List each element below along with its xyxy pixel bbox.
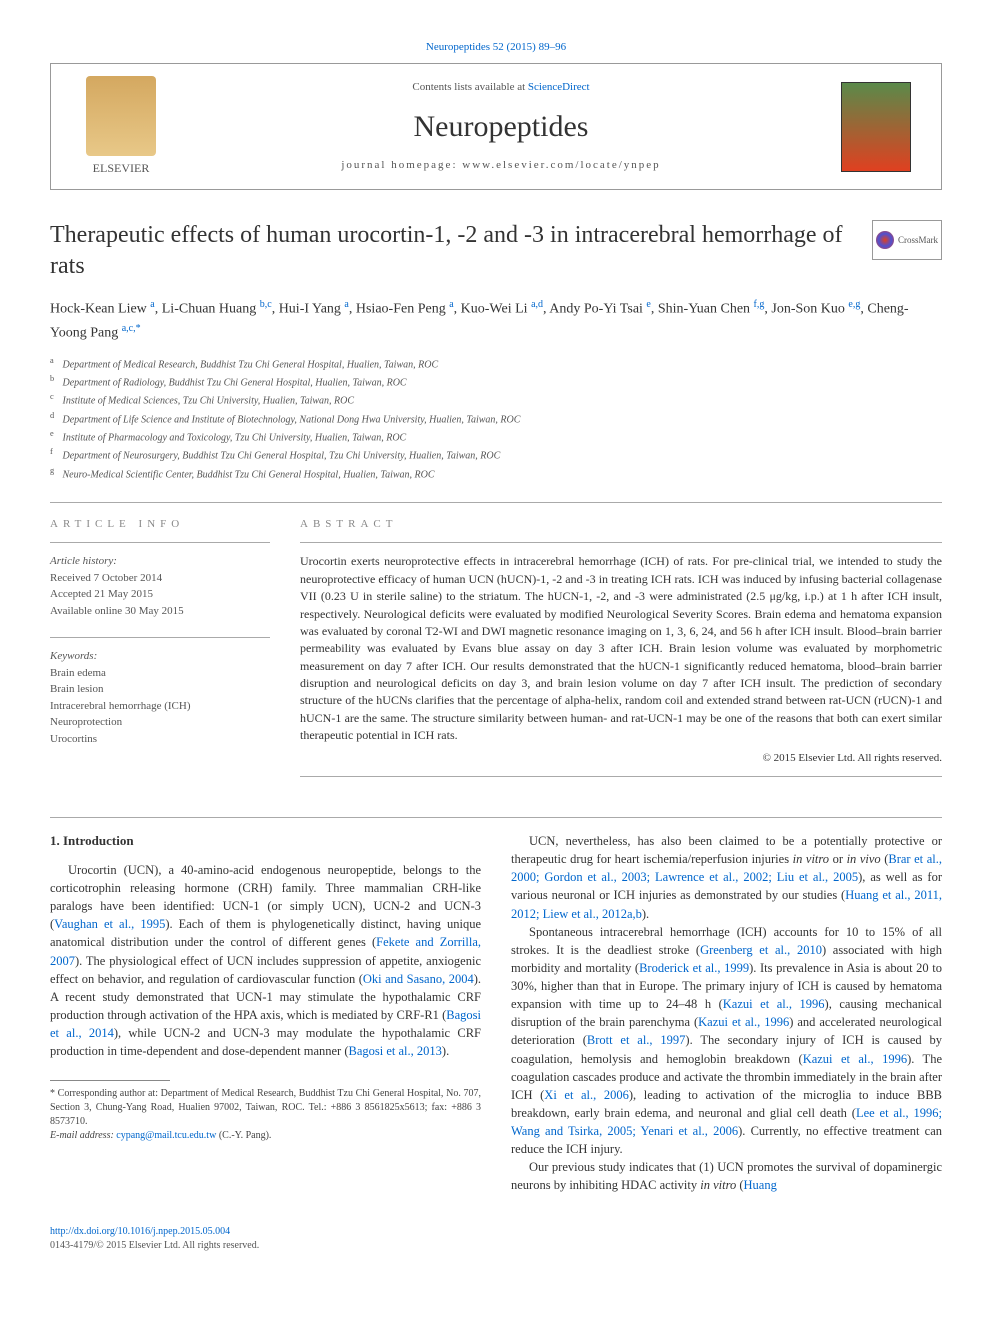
keywords-label: Keywords: [50, 648, 270, 665]
body-paragraph: Our previous study indicates that (1) UC… [511, 1158, 942, 1194]
affiliation-item: d Department of Life Science and Institu… [50, 410, 942, 427]
homepage-line: journal homepage: www.elsevier.com/locat… [171, 158, 831, 173]
body-paragraph: UCN, nevertheless, has also been claimed… [511, 832, 942, 923]
elsevier-tree-logo [86, 76, 156, 156]
keywords-list: Brain edemaBrain lesionIntracerebral hem… [50, 665, 270, 748]
affiliation-item: g Neuro-Medical Scientific Center, Buddh… [50, 465, 942, 482]
info-divider-1 [50, 542, 270, 543]
body-divider [50, 817, 942, 818]
affiliation-list: a Department of Medical Research, Buddhi… [50, 355, 942, 482]
corresponding-author-footnote: * Corresponding author at: Department of… [50, 1087, 481, 1143]
footnote-corr: * Corresponding author at: Department of… [50, 1087, 481, 1129]
author-list: Hock-Kean Liew a, Li-Chuan Huang b,c, Hu… [50, 297, 942, 345]
cover-block [831, 82, 921, 172]
doi-link[interactable]: http://dx.doi.org/10.1016/j.npep.2015.05… [50, 1226, 230, 1237]
body-paragraph: Urocortin (UCN), a 40-amino-acid endogen… [50, 861, 481, 1060]
keyword-item: Brain lesion [50, 681, 270, 698]
affiliation-item: e Institute of Pharmacology and Toxicolo… [50, 428, 942, 445]
crossmark-icon [876, 231, 894, 249]
citation-link[interactable]: Neuropeptides 52 (2015) 89–96 [426, 41, 566, 53]
keyword-item: Brain edema [50, 665, 270, 682]
article-title: Therapeutic effects of human urocortin-1… [50, 220, 872, 282]
page-container: Neuropeptides 52 (2015) 89–96 ELSEVIER C… [0, 0, 992, 1293]
history-accepted: Accepted 21 May 2015 [50, 586, 270, 603]
keyword-item: Neuroprotection [50, 714, 270, 731]
history-received: Received 7 October 2014 [50, 570, 270, 587]
info-abstract-row: ARTICLE INFO Article history: Received 7… [50, 517, 942, 787]
journal-center: Contents lists available at ScienceDirec… [171, 80, 831, 173]
keyword-item: Intracerebral hemorrhage (ICH) [50, 698, 270, 715]
journal-name: Neuropeptides [171, 106, 831, 148]
contents-line: Contents lists available at ScienceDirec… [171, 80, 831, 95]
left-column: 1. Introduction Urocortin (UCN), a 40-am… [50, 832, 481, 1195]
history-online: Available online 30 May 2015 [50, 603, 270, 620]
divider [50, 502, 942, 503]
body-paragraph: Spontaneous intracerebral hemorrhage (IC… [511, 923, 942, 1159]
abstract-column: ABSTRACT Urocortin exerts neuroprotectiv… [300, 517, 942, 787]
homepage-url: www.elsevier.com/locate/ynpep [462, 159, 660, 171]
journal-cover-thumbnail [841, 82, 911, 172]
crossmark-label: CrossMark [898, 234, 938, 247]
history-label: Article history: [50, 553, 270, 570]
sciencedirect-link[interactable]: ScienceDirect [528, 81, 590, 93]
affiliation-item: a Department of Medical Research, Buddhi… [50, 355, 942, 372]
abstract-text: Urocortin exerts neuroprotective effects… [300, 553, 942, 744]
abstract-header: ABSTRACT [300, 517, 942, 532]
bottom-bar: http://dx.doi.org/10.1016/j.npep.2015.05… [50, 1225, 942, 1253]
left-paragraphs: Urocortin (UCN), a 40-amino-acid endogen… [50, 861, 481, 1060]
abstract-copyright: © 2015 Elsevier Ltd. All rights reserved… [300, 751, 942, 766]
contents-prefix: Contents lists available at [412, 81, 527, 93]
affiliation-item: b Department of Radiology, Buddhist Tzu … [50, 373, 942, 390]
keywords-block: Keywords: Brain edemaBrain lesionIntrace… [50, 648, 270, 747]
abs-divider [300, 542, 942, 543]
right-paragraphs: UCN, nevertheless, has also been claimed… [511, 832, 942, 1195]
body-columns: 1. Introduction Urocortin (UCN), a 40-am… [50, 832, 942, 1195]
top-citation: Neuropeptides 52 (2015) 89–96 [50, 40, 942, 55]
issn-copyright: 0143-4179/© 2015 Elsevier Ltd. All right… [50, 1239, 942, 1253]
article-history: Article history: Received 7 October 2014… [50, 553, 270, 619]
email-suffix: (C.-Y. Pang). [216, 1130, 271, 1141]
publisher-block: ELSEVIER [71, 76, 171, 177]
title-row: Therapeutic effects of human urocortin-1… [50, 220, 942, 282]
affiliation-item: f Department of Neurosurgery, Buddhist T… [50, 446, 942, 463]
keyword-item: Urocortins [50, 731, 270, 748]
crossmark-badge[interactable]: CrossMark [872, 220, 942, 260]
right-column: UCN, nevertheless, has also been claimed… [511, 832, 942, 1195]
article-info-header: ARTICLE INFO [50, 517, 270, 532]
footnote-separator [50, 1080, 170, 1081]
homepage-prefix: journal homepage: [341, 159, 462, 171]
publisher-name: ELSEVIER [93, 160, 150, 177]
intro-heading: 1. Introduction [50, 832, 481, 851]
abs-bottom-divider [300, 776, 942, 777]
journal-header: ELSEVIER Contents lists available at Sci… [50, 63, 942, 190]
affiliation-item: c Institute of Medical Sciences, Tzu Chi… [50, 391, 942, 408]
email-label: E-mail address: [50, 1130, 116, 1141]
article-info-column: ARTICLE INFO Article history: Received 7… [50, 517, 270, 787]
footnote-email-line: E-mail address: cypang@mail.tcu.edu.tw (… [50, 1129, 481, 1143]
info-divider-2 [50, 637, 270, 638]
corr-email-link[interactable]: cypang@mail.tcu.edu.tw [116, 1130, 216, 1141]
